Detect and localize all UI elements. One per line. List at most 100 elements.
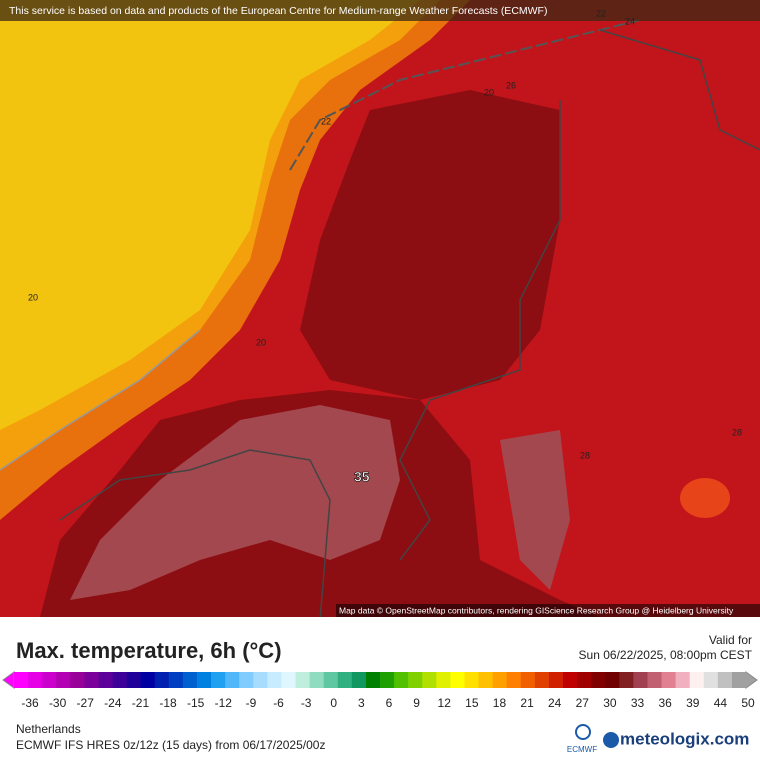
tick-label: -30 xyxy=(49,696,67,710)
color-swatch xyxy=(464,672,480,688)
map-label: 20 xyxy=(484,87,494,97)
color-swatch xyxy=(168,672,184,688)
border xyxy=(59,449,331,617)
color-swatch xyxy=(534,672,550,688)
color-swatch xyxy=(56,672,71,688)
valid-time: Sun 06/22/2025, 08:00pm CEST xyxy=(579,648,753,662)
title: Max. temperature, 6h (°C) xyxy=(16,638,282,663)
tick-label: 3 xyxy=(358,696,365,710)
color-swatch xyxy=(506,672,522,688)
tick-label: -36 xyxy=(21,696,39,710)
color-swatch xyxy=(408,672,423,688)
map-label: 22 xyxy=(321,116,331,126)
hot-spot xyxy=(680,478,730,518)
tick-label: 0 xyxy=(330,696,337,710)
pink-zone xyxy=(70,405,400,600)
color-swatch xyxy=(689,672,705,688)
color-swatch xyxy=(140,672,156,688)
color-swatch xyxy=(323,672,339,688)
color-swatch xyxy=(591,672,606,688)
tick-label: 33 xyxy=(631,696,645,710)
color-swatch xyxy=(309,672,325,688)
color-swatch xyxy=(225,672,240,688)
pink-zone xyxy=(500,430,570,590)
color-swatch xyxy=(14,672,29,688)
ecmwf-icon xyxy=(575,724,591,740)
color-swatch xyxy=(253,672,268,688)
attribution: Map data © OpenStreetMap contributors, r… xyxy=(339,605,734,615)
color-swatch xyxy=(211,672,226,688)
site-icon xyxy=(603,732,619,748)
attribution-bg xyxy=(336,604,760,617)
yellow-zone xyxy=(0,0,420,430)
color-swatch xyxy=(380,672,395,688)
model: ECMWF IFS HRES 0z/12z (15 days) from 06/… xyxy=(16,738,325,752)
color-swatch xyxy=(197,672,212,688)
map-label: 20 xyxy=(28,292,38,302)
tick-label: -24 xyxy=(104,696,122,710)
tick-label: 9 xyxy=(413,696,420,710)
map-label: 28 xyxy=(580,450,590,460)
color-swatch xyxy=(154,672,170,688)
banner: This service is based on data and produc… xyxy=(9,5,547,17)
tick-label: 30 xyxy=(603,696,617,710)
region: Netherlands xyxy=(16,722,81,736)
tick-label: -6 xyxy=(273,696,284,710)
tick-label: 6 xyxy=(386,696,393,710)
tick-label: 21 xyxy=(520,696,534,710)
color-swatch xyxy=(605,672,620,688)
color-swatch xyxy=(84,672,99,688)
color-ticks: -36 -30 -27 -24 -21 -18 -15 -12 -9 -6 -3 0 3 6 9 12 15 18… xyxy=(21,696,755,710)
color-swatch xyxy=(337,672,353,688)
tick-label: -27 xyxy=(77,696,95,710)
color-swatch xyxy=(661,672,677,688)
color-swatch xyxy=(577,672,592,688)
color-swatch xyxy=(717,672,733,688)
color-swatch xyxy=(520,672,536,688)
color-bar xyxy=(14,672,747,688)
color-swatch xyxy=(647,672,663,688)
banner-bg xyxy=(0,0,760,21)
color-swatch xyxy=(422,672,437,688)
color-swatch xyxy=(295,672,311,688)
color-swatch xyxy=(126,672,142,688)
color-swatch xyxy=(42,672,57,688)
map-label: 20 xyxy=(256,337,266,347)
tick-label: -21 xyxy=(132,696,150,710)
logo-site: meteologix.com xyxy=(620,729,749,748)
color-swatch xyxy=(492,672,508,688)
tick-label: -18 xyxy=(159,696,177,710)
tick-label: 36 xyxy=(658,696,672,710)
coastline xyxy=(289,19,641,171)
color-swatch xyxy=(478,672,494,688)
color-swatch xyxy=(675,672,691,688)
bar-arrow xyxy=(745,671,758,689)
tick-label: -9 xyxy=(246,696,257,710)
tick-label: 50 xyxy=(741,696,755,710)
color-swatch xyxy=(70,672,85,688)
color-swatch xyxy=(281,672,297,688)
border xyxy=(599,29,760,151)
valid-label: Valid for xyxy=(709,633,752,647)
color-swatch xyxy=(548,672,564,688)
dark-zone xyxy=(300,90,560,400)
color-swatch xyxy=(394,672,409,688)
tick-label: -3 xyxy=(301,696,312,710)
tick-label: 12 xyxy=(438,696,452,710)
max-label: 35 xyxy=(354,469,370,485)
color-swatch xyxy=(731,672,747,688)
tick-label: 39 xyxy=(686,696,700,710)
map-label: 28 xyxy=(732,427,742,437)
map-label: 24 xyxy=(625,16,635,26)
color-swatch xyxy=(365,672,381,688)
contour xyxy=(0,329,201,471)
color-swatch xyxy=(619,672,634,688)
color-swatch xyxy=(703,672,719,688)
color-swatch xyxy=(28,672,43,688)
tick-label: 24 xyxy=(548,696,562,710)
logo-ecmwf: ECMWF xyxy=(567,745,597,754)
map: This service is based on data and produc… xyxy=(0,0,760,617)
tick-label: -12 xyxy=(215,696,233,710)
border xyxy=(399,100,561,561)
